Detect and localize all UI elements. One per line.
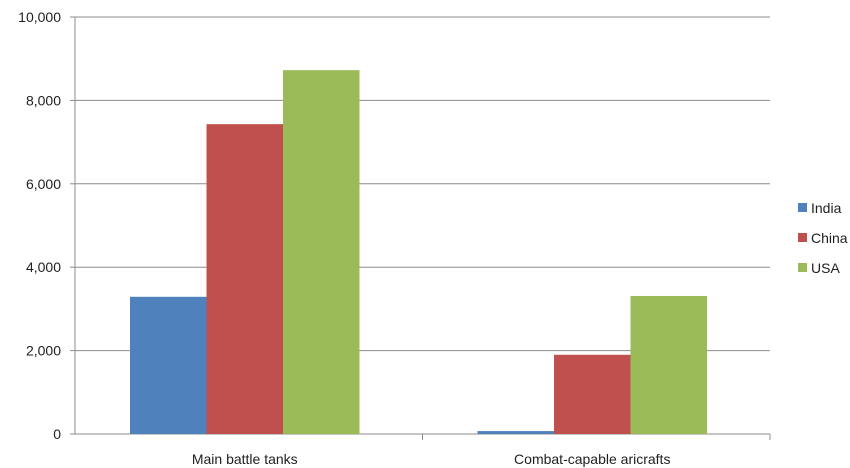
y-tick-label: 2,000 [26, 343, 61, 359]
x-category-labels: Main battle tanks Combat-capable aricraft… [192, 451, 671, 467]
y-tick-label: 6,000 [26, 176, 61, 192]
x-category-label: Main battle tanks [192, 451, 298, 467]
bar-india-1 [477, 431, 554, 434]
bar-usa-0 [283, 70, 360, 434]
legend-label-india: India [811, 200, 842, 216]
y-tick-label: 4,000 [26, 259, 61, 275]
bar-india-0 [130, 296, 207, 434]
bar-china-1 [554, 354, 631, 434]
x-category-label: Combat-capable aricrafts [514, 451, 670, 467]
bar-china-0 [206, 124, 283, 434]
legend-label-china: China [811, 230, 848, 246]
legend-swatch-india [798, 203, 807, 212]
y-tick-label: 8,000 [26, 92, 61, 108]
y-tick-labels: 0 2,000 4,000 6,000 8,000 10,000 [18, 9, 61, 442]
bar-usa-1 [630, 295, 707, 434]
legend-swatch-china [798, 233, 807, 242]
y-tick-label: 0 [53, 426, 61, 442]
legend-swatch-usa [798, 263, 807, 272]
legend: India China USA [798, 200, 848, 276]
legend-label-usa: USA [811, 260, 840, 276]
bars [130, 70, 707, 434]
y-tick-label: 10,000 [18, 9, 61, 25]
